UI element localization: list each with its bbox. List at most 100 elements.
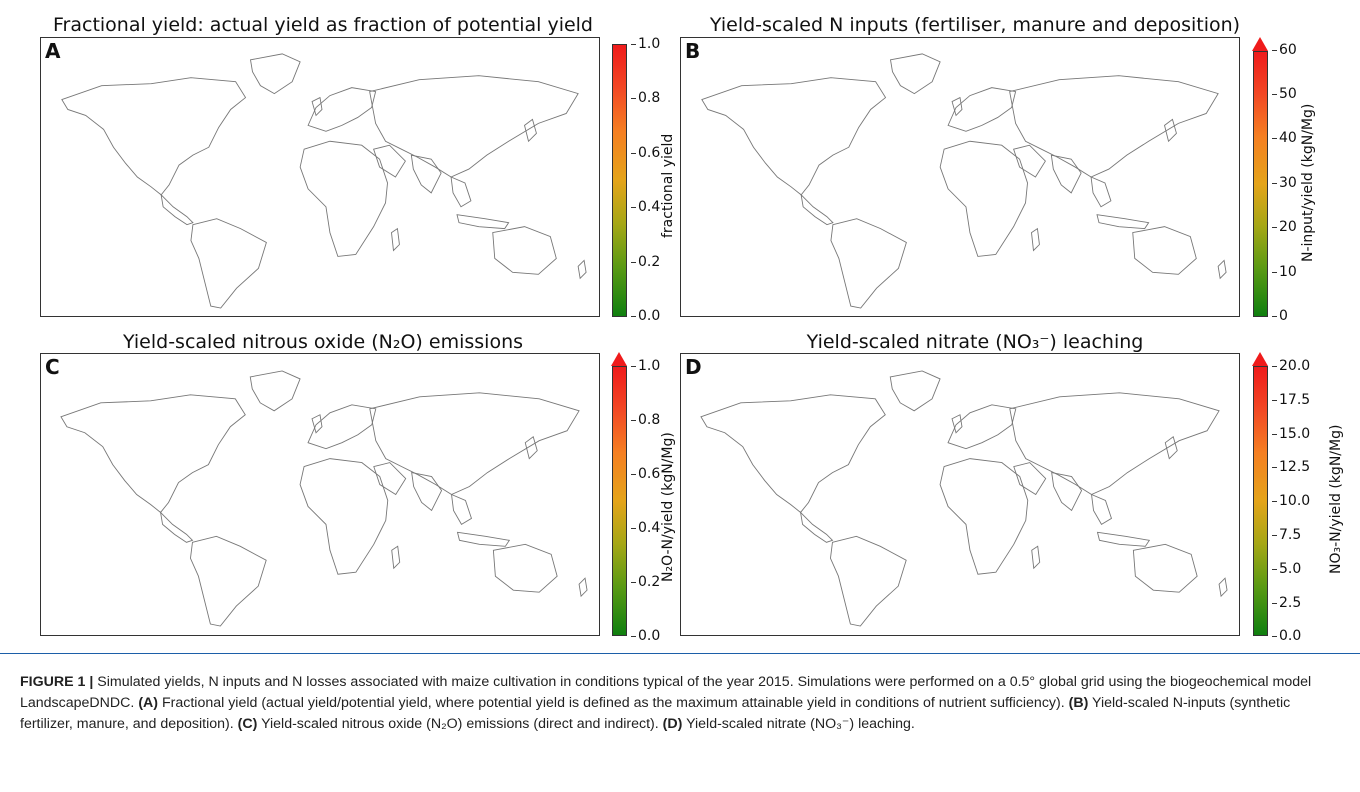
panel-c-letter: C [45,355,60,379]
central-america-outline [159,511,194,543]
panel-d-tick: 20.0 [1271,358,1311,374]
arabia-outline [373,144,406,178]
central-america-outline [160,193,194,226]
panel-d-tick: 17.5 [1271,392,1311,408]
southeast-asia-outline [1090,493,1112,526]
uk-outline [311,414,323,434]
panel-d-map: D [680,353,1240,636]
caption-a-label: (A) [138,695,159,711]
caption-b-text: Yield-scaled N-inputs (synthetic fertili… [20,695,1291,732]
new-zealand-outline [578,577,588,598]
south-america-outline [830,218,907,309]
panel-a-colorbar-label: fractional yield [660,133,676,238]
india-outline [410,154,442,194]
australia-outline [1132,226,1197,275]
madagascar-outline [391,227,400,252]
panel-a-tick: 0.4 [630,199,661,215]
africa-outline [299,140,388,257]
caption-c-label: (C) [237,716,258,732]
arabia-outline [1013,144,1046,178]
indonesia-outline [1096,531,1151,547]
europe-outline [307,87,377,132]
south-america-outline [190,218,267,309]
panel-d-colorbar [1253,366,1268,636]
southeast-asia-outline [450,493,472,526]
panel-c-tick: 1.0 [630,358,661,374]
panel-c-tick: 0.4 [630,520,661,536]
panel-b-map: B [680,37,1240,317]
panel-d-tick: 2.5 [1271,595,1302,611]
north-america-outline [700,394,886,514]
indonesia-outline [456,214,510,230]
world-map-d [700,370,1228,627]
panel-b-tick: 30 [1272,175,1297,191]
panel-c-tick: 0.8 [630,412,661,428]
japan-outline [524,435,538,460]
panel-b-extend-arrow [1252,37,1268,51]
africa-outline [299,458,389,575]
world-map-a [61,53,587,309]
panel-d-tick: 7.5 [1271,527,1302,543]
australia-outline [492,226,557,275]
southeast-asia-outline [450,176,472,208]
north-america-outline [701,77,887,196]
caption-text: Simulated yields, N inputs and N losses … [20,674,1312,711]
caption-label: FIGURE 1 | [20,674,94,690]
caption-separator [0,653,1360,654]
uk-outline [311,96,323,117]
asia-outline [1009,75,1219,178]
panel-d-tick: 15.0 [1271,426,1311,442]
panel-b-tick: 50 [1272,86,1297,102]
japan-outline [1164,435,1178,460]
caption-d-label: (D) [662,716,683,732]
panel-b-letter: B [685,39,701,63]
australia-outline [1132,543,1198,593]
panel-a-tick: 0.6 [630,145,661,161]
caption-c-text: Yield-scaled nitrous oxide (N₂O) emissio… [261,716,659,732]
uk-outline [951,96,963,117]
panel-c-extend-arrow [611,352,627,366]
new-zealand-outline [1217,259,1227,280]
arabia-outline [1013,462,1047,496]
panel-d-tick: 0.0 [1271,628,1302,644]
indonesia-outline [456,531,511,547]
indonesia-outline [1096,214,1150,230]
panel-a-tick: 0.0 [630,308,661,324]
panel-a-colorbar [612,44,627,317]
panel-b-colorbar [1253,51,1268,317]
panel-d-colorbar-label: NO₃-N/yield (kgN/Mg) [1328,424,1344,574]
caption-d-text: Yield-scaled nitrate (NO₃⁻) leaching. [686,716,915,732]
panel-b-tick: 60 [1272,42,1297,58]
madagascar-outline [1031,545,1041,570]
asia-outline [369,75,579,178]
greenland-outline [889,53,941,95]
panel-c-tick: 0.0 [630,628,661,644]
south-america-outline [830,535,907,627]
madagascar-outline [391,545,401,570]
panel-c-tick: 0.6 [630,466,661,482]
india-outline [1050,154,1082,194]
panel-a-tick: 0.2 [630,254,661,270]
panel-d-tick: 12.5 [1271,459,1311,475]
australia-outline [492,543,558,593]
panel-b-title: Yield-scaled N inputs (fertiliser, manur… [709,14,1241,36]
india-outline [411,472,443,512]
new-zealand-outline [1218,577,1228,598]
panel-c-tick: 0.2 [630,574,661,590]
greenland-outline [249,53,301,95]
panel-d-extend-arrow [1252,352,1268,366]
figure-caption: FIGURE 1 | Simulated yields, N inputs an… [20,672,1345,735]
panel-b-tick: 40 [1272,130,1297,146]
europe-outline [947,87,1017,132]
north-america-outline [60,394,246,514]
panel-c-colorbar-label: N₂O-N/yield (kgN/Mg) [660,432,676,582]
greenland-outline [249,370,301,412]
panel-c-colorbar [612,366,627,636]
asia-outline [369,392,580,496]
panel-a-title: Fractional yield: actual yield as fracti… [53,14,593,36]
panel-a-letter: A [45,39,61,63]
madagascar-outline [1031,227,1040,252]
panel-a-tick: 0.8 [630,90,661,106]
asia-outline [1009,392,1220,496]
panel-b-tick: 0 [1272,308,1288,324]
